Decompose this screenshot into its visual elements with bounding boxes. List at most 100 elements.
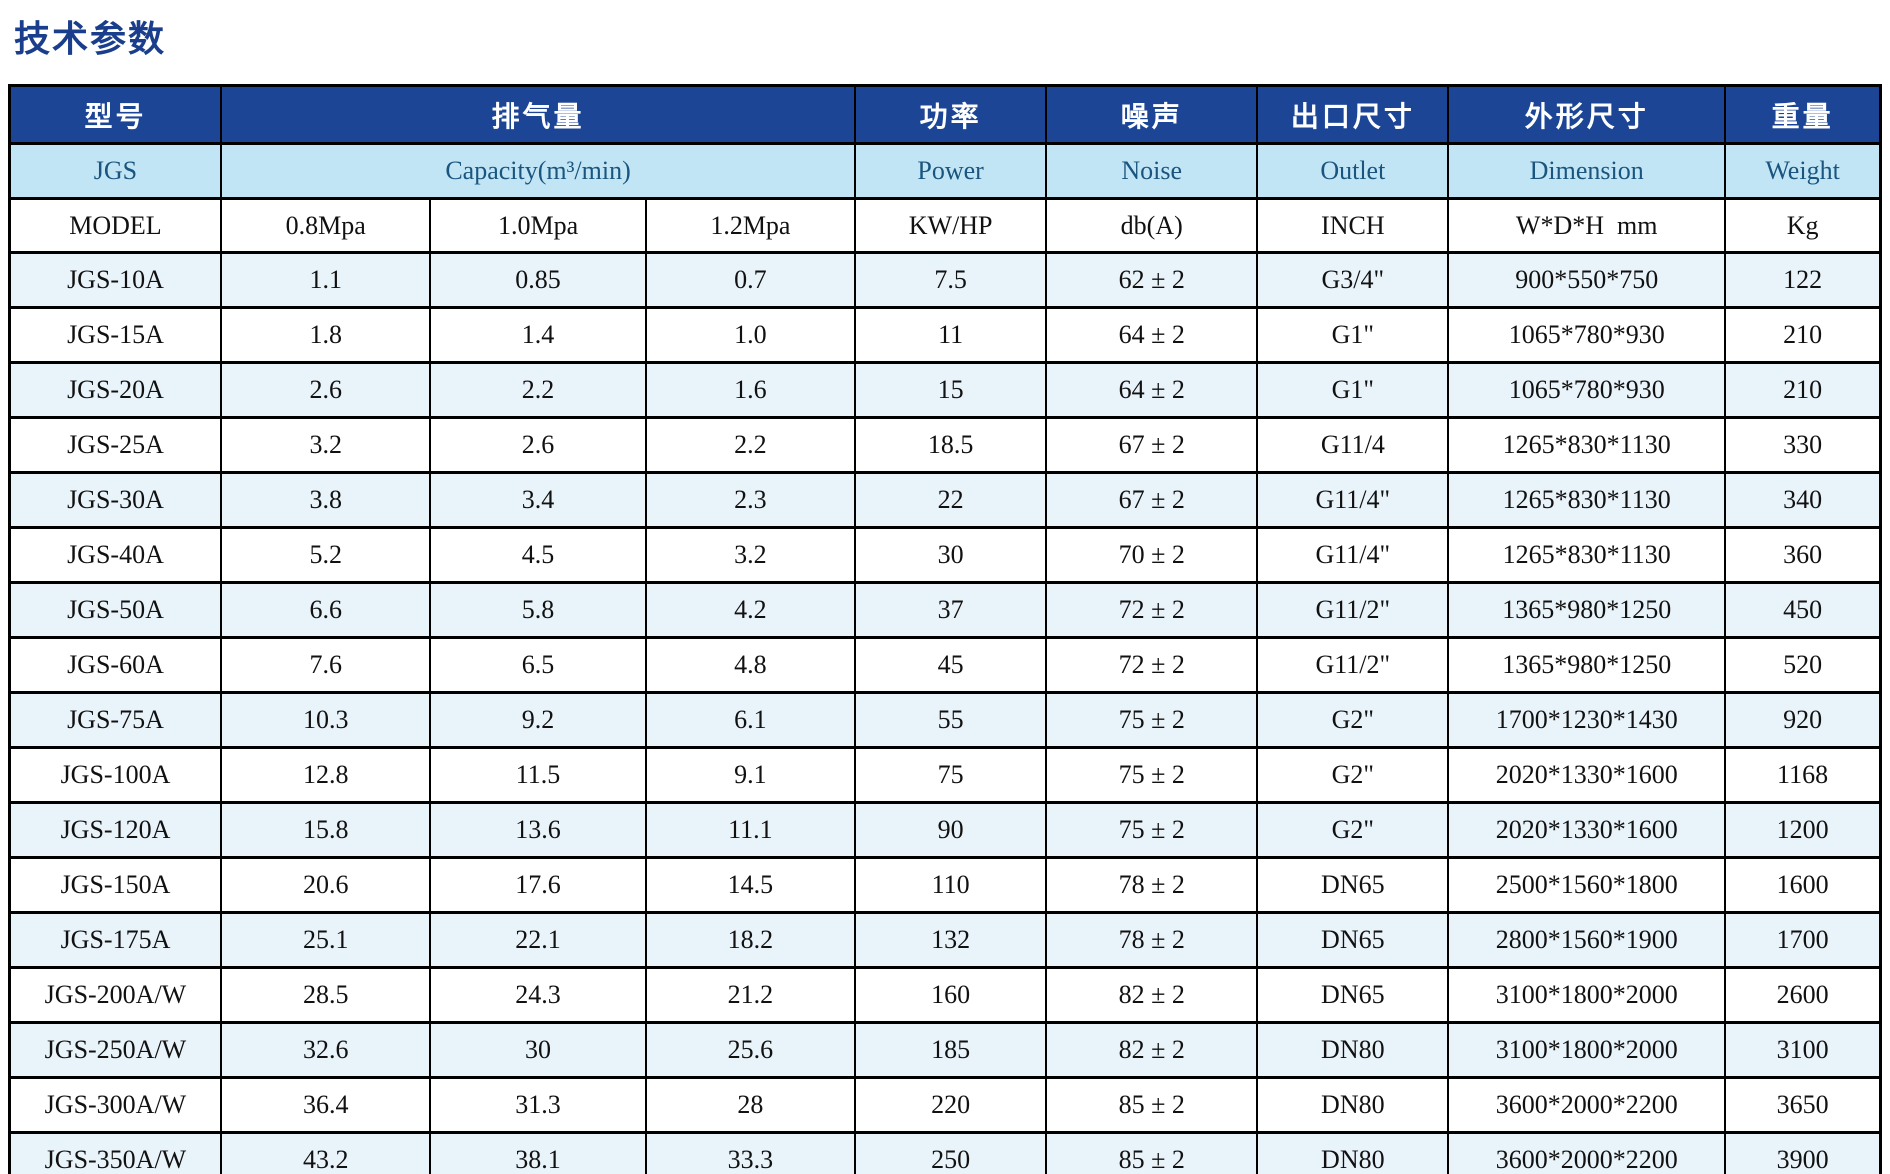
cell-capacity-10: 4.5 bbox=[429, 526, 647, 584]
cell-weight: 210 bbox=[1724, 306, 1882, 364]
cell-capacity-08: 32.6 bbox=[219, 1021, 432, 1079]
cell-weight: 2600 bbox=[1724, 966, 1882, 1024]
cell-noise: 64 ± 2 bbox=[1044, 306, 1259, 364]
cell-capacity-10: 30 bbox=[429, 1021, 647, 1079]
unit-dimension: W*D*H mm bbox=[1447, 197, 1727, 254]
cell-dimension: 3600*2000*2200 bbox=[1447, 1076, 1727, 1134]
cell-outlet: DN65 bbox=[1256, 966, 1450, 1024]
cell-model: JGS-300A/W bbox=[8, 1076, 222, 1134]
cell-capacity-10: 13.6 bbox=[429, 801, 647, 859]
header-dimension-cn: 外形尺寸 bbox=[1447, 84, 1727, 145]
cell-power: 250 bbox=[854, 1131, 1047, 1174]
cell-power: 110 bbox=[854, 856, 1047, 914]
cell-capacity-08: 5.2 bbox=[219, 526, 432, 584]
cell-power: 160 bbox=[854, 966, 1047, 1024]
cell-noise: 82 ± 2 bbox=[1044, 966, 1259, 1024]
table-row: JGS-175A 25.1 22.1 18.2 132 78 ± 2 DN65 … bbox=[8, 911, 1882, 969]
table-row: JGS-20A 2.6 2.2 1.6 15 64 ± 2 G1" 1065*7… bbox=[8, 361, 1882, 419]
cell-noise: 75 ± 2 bbox=[1044, 746, 1259, 804]
cell-capacity-10: 2.6 bbox=[429, 416, 647, 474]
cell-capacity-08: 2.6 bbox=[219, 361, 432, 419]
cell-capacity-10: 5.8 bbox=[429, 581, 647, 639]
unit-10mpa: 1.0Mpa bbox=[429, 197, 647, 254]
cell-noise: 78 ± 2 bbox=[1044, 856, 1259, 914]
table-row: JGS-60A 7.6 6.5 4.8 45 72 ± 2 G11/2" 136… bbox=[8, 636, 1882, 694]
unit-model: MODEL bbox=[8, 197, 222, 254]
cell-capacity-08: 28.5 bbox=[219, 966, 432, 1024]
header-power-en: Power bbox=[854, 142, 1047, 200]
cell-outlet: DN65 bbox=[1256, 911, 1450, 969]
cell-power: 75 bbox=[854, 746, 1047, 804]
cell-dimension: 3600*2000*2200 bbox=[1447, 1131, 1727, 1174]
unit-08mpa: 0.8Mpa bbox=[219, 197, 432, 254]
cell-power: 15 bbox=[854, 361, 1047, 419]
cell-capacity-08: 1.1 bbox=[219, 251, 432, 309]
cell-capacity-12: 0.7 bbox=[644, 251, 857, 309]
cell-capacity-10: 17.6 bbox=[429, 856, 647, 914]
cell-noise: 72 ± 2 bbox=[1044, 636, 1259, 694]
cell-capacity-10: 9.2 bbox=[429, 691, 647, 749]
cell-power: 18.5 bbox=[854, 416, 1047, 474]
table-row: JGS-200A/W 28.5 24.3 21.2 160 82 ± 2 DN6… bbox=[8, 966, 1882, 1024]
cell-capacity-08: 15.8 bbox=[219, 801, 432, 859]
cell-power: 132 bbox=[854, 911, 1047, 969]
cell-noise: 78 ± 2 bbox=[1044, 911, 1259, 969]
cell-weight: 450 bbox=[1724, 581, 1882, 639]
header-weight-cn: 重量 bbox=[1724, 84, 1882, 145]
unit-outlet: INCH bbox=[1256, 197, 1450, 254]
cell-capacity-08: 10.3 bbox=[219, 691, 432, 749]
cell-weight: 122 bbox=[1724, 251, 1882, 309]
cell-model: JGS-175A bbox=[8, 911, 222, 969]
cell-power: 185 bbox=[854, 1021, 1047, 1079]
cell-noise: 67 ± 2 bbox=[1044, 416, 1259, 474]
cell-outlet: G3/4" bbox=[1256, 251, 1450, 309]
cell-weight: 210 bbox=[1724, 361, 1882, 419]
cell-model: JGS-15A bbox=[8, 306, 222, 364]
header-power-cn: 功率 bbox=[854, 84, 1047, 145]
cell-model: JGS-20A bbox=[8, 361, 222, 419]
cell-dimension: 1365*980*1250 bbox=[1447, 581, 1727, 639]
header-outlet-en: Outlet bbox=[1256, 142, 1450, 200]
cell-capacity-12: 25.6 bbox=[644, 1021, 857, 1079]
cell-capacity-08: 3.8 bbox=[219, 471, 432, 529]
cell-noise: 67 ± 2 bbox=[1044, 471, 1259, 529]
cell-model: JGS-100A bbox=[8, 746, 222, 804]
cell-capacity-10: 38.1 bbox=[429, 1131, 647, 1174]
cell-model: JGS-120A bbox=[8, 801, 222, 859]
cell-weight: 3650 bbox=[1724, 1076, 1882, 1134]
cell-outlet: G2" bbox=[1256, 691, 1450, 749]
cell-weight: 3100 bbox=[1724, 1021, 1882, 1079]
cell-power: 37 bbox=[854, 581, 1047, 639]
cell-dimension: 1265*830*1130 bbox=[1447, 416, 1727, 474]
cell-capacity-10: 3.4 bbox=[429, 471, 647, 529]
cell-capacity-12: 2.2 bbox=[644, 416, 857, 474]
cell-power: 30 bbox=[854, 526, 1047, 584]
header-dimension-en: Dimension bbox=[1447, 142, 1727, 200]
cell-outlet: DN80 bbox=[1256, 1076, 1450, 1134]
cell-capacity-12: 9.1 bbox=[644, 746, 857, 804]
cell-capacity-10: 6.5 bbox=[429, 636, 647, 694]
table-row: JGS-300A/W 36.4 31.3 28 220 85 ± 2 DN80 … bbox=[8, 1076, 1882, 1134]
page-title: 技术参数 bbox=[14, 18, 167, 59]
cell-model: JGS-10A bbox=[8, 251, 222, 309]
cell-capacity-08: 12.8 bbox=[219, 746, 432, 804]
cell-weight: 1600 bbox=[1724, 856, 1882, 914]
cell-power: 45 bbox=[854, 636, 1047, 694]
cell-capacity-12: 1.6 bbox=[644, 361, 857, 419]
header-outlet-cn: 出口尺寸 bbox=[1256, 84, 1450, 145]
cell-noise: 75 ± 2 bbox=[1044, 801, 1259, 859]
table-row: JGS-15A 1.8 1.4 1.0 11 64 ± 2 G1" 1065*7… bbox=[8, 306, 1882, 364]
cell-weight: 920 bbox=[1724, 691, 1882, 749]
cell-power: 90 bbox=[854, 801, 1047, 859]
cell-weight: 340 bbox=[1724, 471, 1882, 529]
cell-outlet: G1" bbox=[1256, 361, 1450, 419]
cell-power: 22 bbox=[854, 471, 1047, 529]
cell-outlet: G11/4" bbox=[1256, 471, 1450, 529]
header-weight-en: Weight bbox=[1724, 142, 1882, 200]
cell-power: 7.5 bbox=[854, 251, 1047, 309]
table-row: JGS-120A 15.8 13.6 11.1 90 75 ± 2 G2" 20… bbox=[8, 801, 1882, 859]
cell-capacity-10: 31.3 bbox=[429, 1076, 647, 1134]
cell-dimension: 3100*1800*2000 bbox=[1447, 1021, 1727, 1079]
cell-power: 55 bbox=[854, 691, 1047, 749]
cell-capacity-08: 25.1 bbox=[219, 911, 432, 969]
